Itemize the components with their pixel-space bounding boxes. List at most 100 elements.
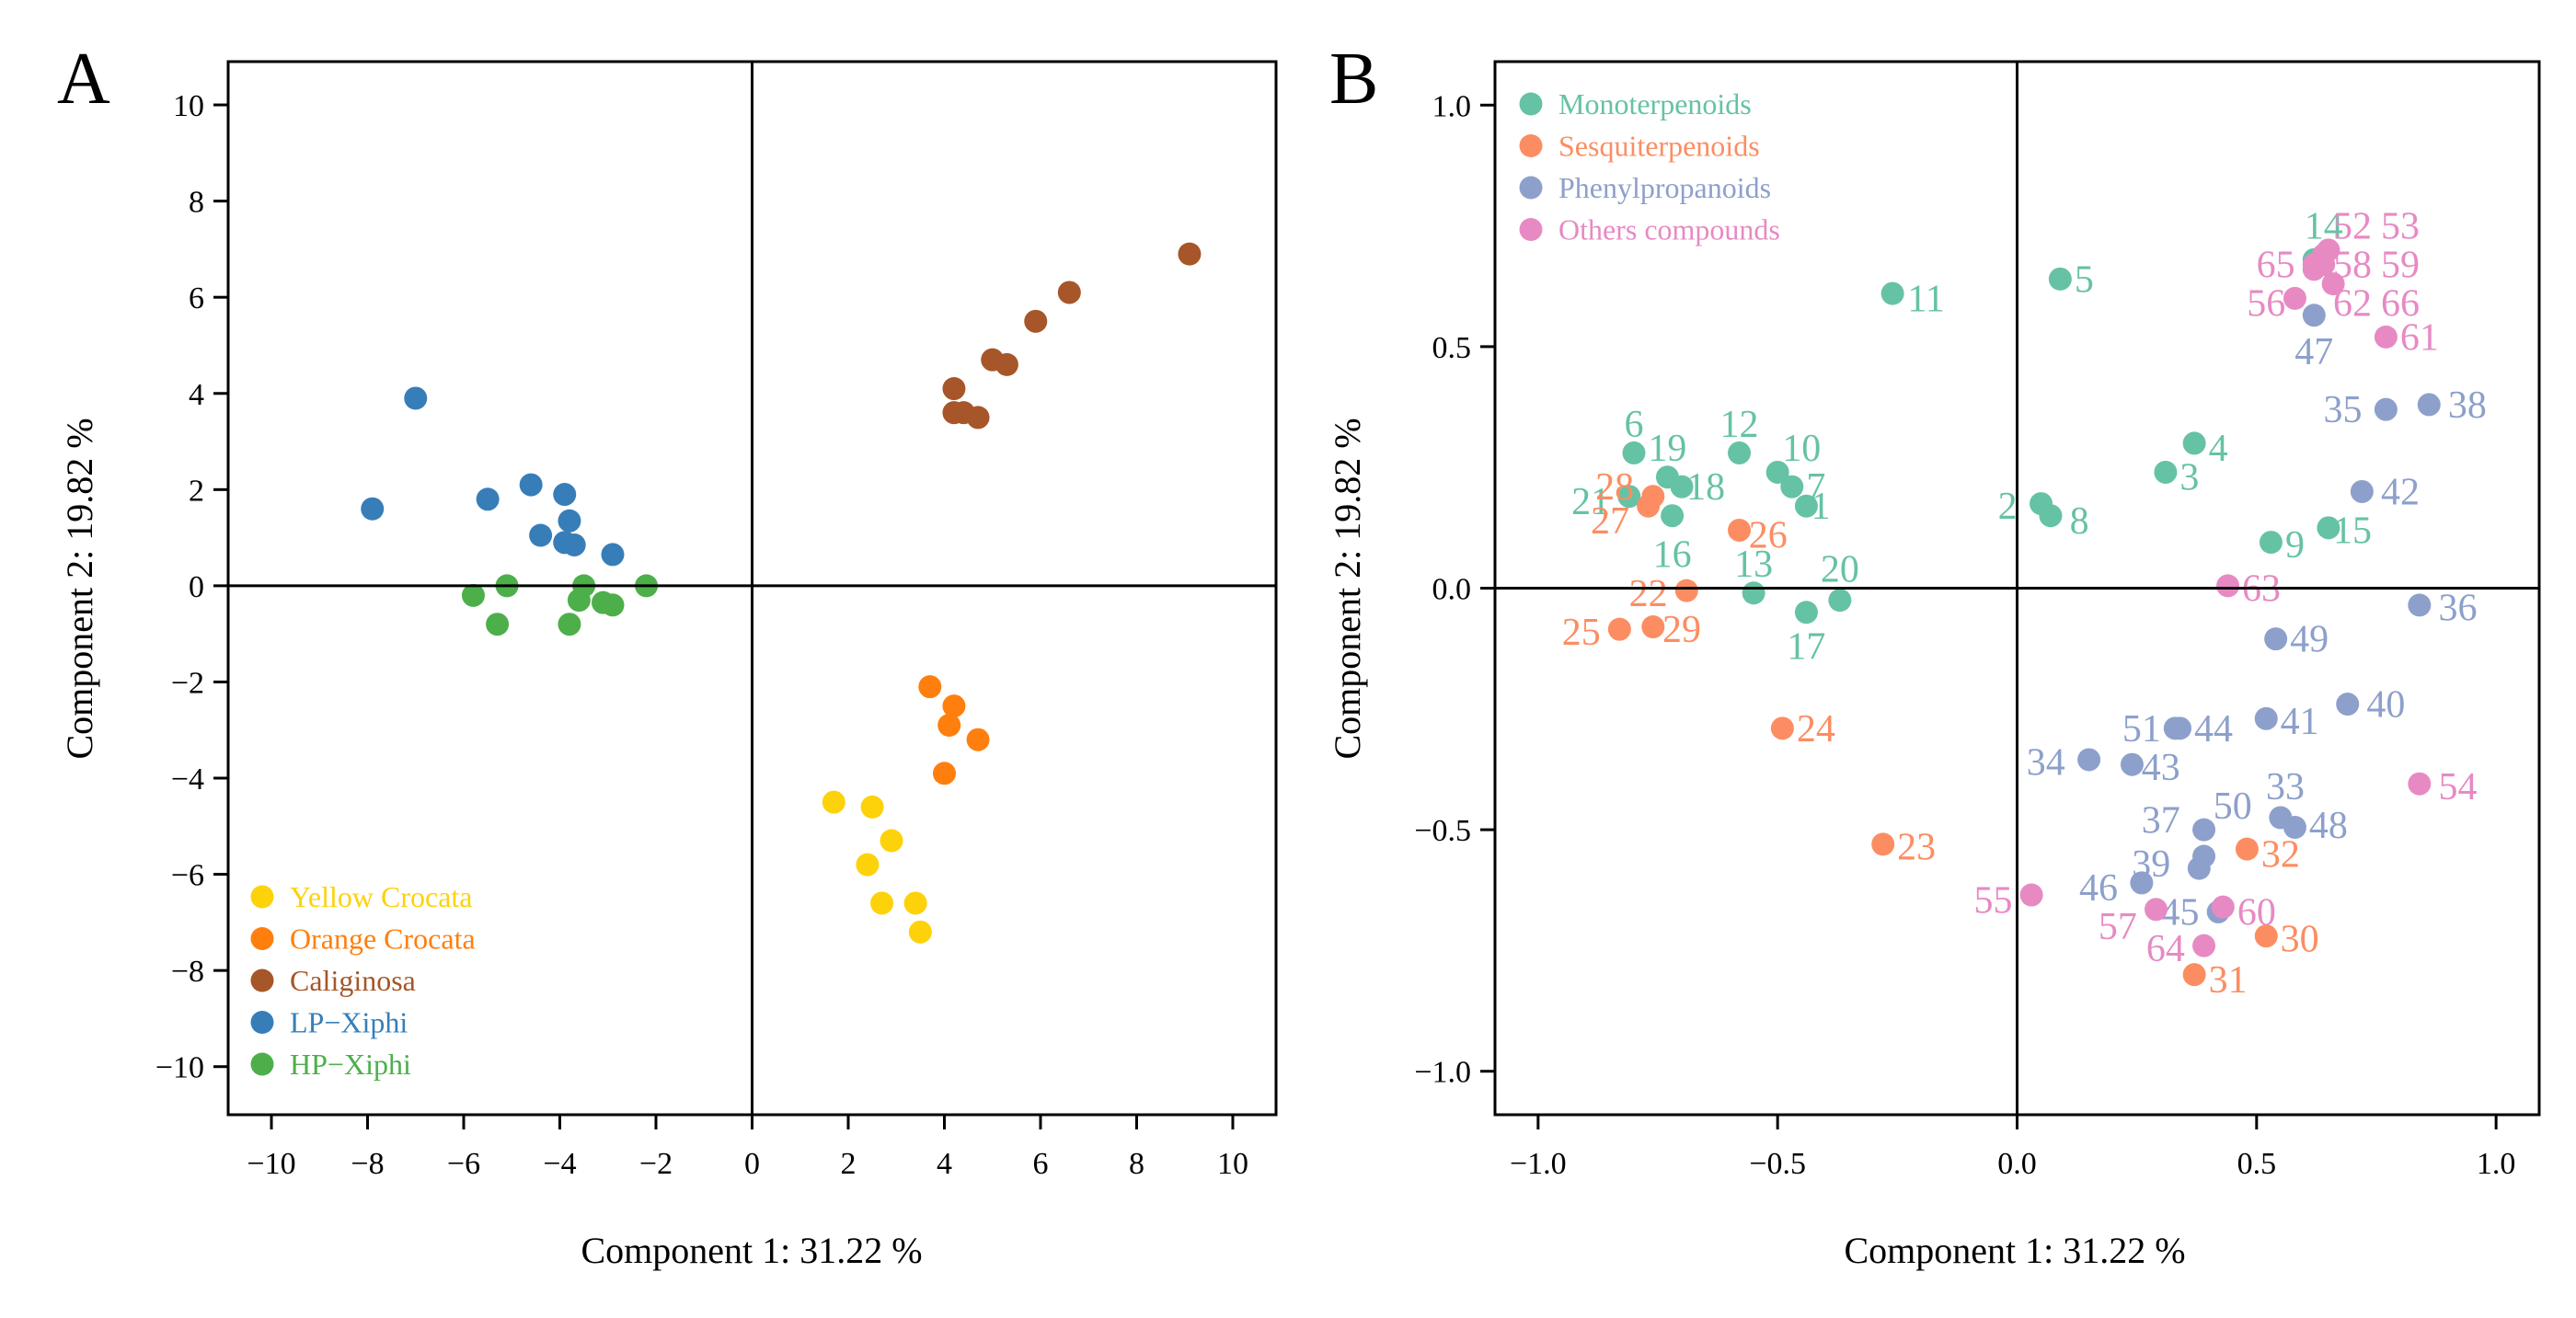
panel-b-point-label: 31 (2209, 959, 2248, 1002)
panel-b-point-label: 35 (2324, 389, 2363, 431)
panel-a-legend-marker (250, 1052, 274, 1076)
panel-b-point-label: 11 (1907, 278, 1944, 320)
panel-a-xtick-label: −4 (543, 1147, 576, 1181)
panel-a-point-caliginosa (1024, 309, 1048, 333)
panel-b-point-others-compounds (2019, 883, 2043, 907)
panel-b-point-others-compounds (2216, 574, 2240, 598)
panel-b-point-label: 32 (2261, 833, 2300, 876)
panel-a-point-yellow-crocata (860, 795, 884, 819)
panel-a-point-lp-xiphi (562, 533, 586, 556)
panel-b-point-label: 26 (1749, 515, 1788, 557)
panel-a-point-yellow-crocata (903, 891, 927, 915)
panel-b-legend-label: Others compounds (1558, 213, 1780, 246)
panel-b-point-sesquiterpenoids (2182, 963, 2206, 987)
panel-a-points (361, 242, 1202, 944)
panel-b-point-others-compounds (2144, 898, 2168, 922)
panel-b-point-label: 17 (1787, 626, 1825, 669)
panel-b: B 1 2345678910111213141516171819202122232… (1327, 39, 2541, 1271)
panel-b-point-label: 7 (1806, 466, 1825, 509)
panel-b-point-label: 52 (2333, 206, 2372, 248)
panel-b-point-label: 57 (2099, 906, 2137, 948)
panel-b-point-label: 51 (2122, 708, 2161, 751)
panel-b-point-others-compounds (2192, 934, 2216, 957)
panel-a-ytick-label: −6 (171, 859, 204, 893)
panel-a-point-yellow-crocata (908, 920, 932, 944)
panel-b-point-label: 55 (1973, 879, 2012, 922)
panel-b-legend-label: Phenylpropanoids (1558, 171, 1771, 204)
panel-b-point-label: 65 (2257, 245, 2295, 287)
panel-a-point-lp-xiphi (476, 487, 500, 511)
panel-b-point-sesquiterpenoids (1641, 485, 1665, 509)
panel-a-legend-label: LP−Xiphi (290, 1006, 408, 1039)
panel-b-ylabel: Component 2: 19.82 % (1327, 418, 1368, 759)
panel-a-ytick-label: −8 (171, 955, 204, 989)
panel-b-point-label: 21 (1571, 481, 1610, 523)
panel-a-xtick-label: 8 (1129, 1147, 1144, 1181)
panel-a-point-yellow-crocata (870, 891, 894, 915)
panel-b-point-label: 42 (2381, 471, 2420, 513)
panel-b-point-label: 61 (2400, 316, 2439, 359)
panel-a-point-lp-xiphi (558, 509, 581, 533)
panel-a-point-orange-crocata (937, 714, 961, 738)
panel-b-point-label: 24 (1797, 708, 1835, 751)
panel-b-point-label: 25 (1562, 612, 1601, 654)
panel-b-xlabel: Component 1: 31.22 % (1844, 1230, 2185, 1271)
panel-a-legend-marker (250, 885, 274, 909)
panel-a-letter: A (57, 39, 110, 120)
panel-a-point-hp-xiphi (486, 613, 510, 636)
panel-b-point-others-compounds (2211, 895, 2235, 919)
panel-a-xtick-label: −8 (351, 1147, 384, 1181)
panel-b-legend-marker (1519, 92, 1543, 116)
panel-a: A −10 −8 −6 −4 −2 0 2 4 6 8 10 10 8 6 4 2 0 −2 −4 −6 −8 −10 C… (57, 39, 1278, 1271)
panel-b-ytick-label: −0.5 (1414, 814, 1471, 848)
panel-b-point-phenylpropanoids (2264, 627, 2288, 651)
panel-b-point-label: 22 (1629, 573, 1668, 615)
panel-b-point-label: 47 (2294, 331, 2333, 373)
panel-a-point-lp-xiphi (529, 523, 553, 547)
panel-a-ytick-label: 0 (189, 570, 204, 604)
panel-b-point-label: 56 (2247, 283, 2285, 326)
panel-b-ytick-label: 1.0 (1432, 89, 1472, 123)
panel-a-point-caliginosa (966, 406, 990, 430)
panel-b-point-others-compounds (2283, 286, 2306, 310)
panel-a-point-caliginosa (1057, 281, 1081, 304)
panel-b-point-label: 48 (2309, 805, 2348, 847)
panel-b-letter: B (1329, 39, 1378, 120)
panel-b-point-label: 12 (1720, 404, 1759, 446)
panel-a-point-orange-crocata (966, 728, 990, 751)
panel-b-point-label: 50 (2214, 785, 2252, 828)
panel-b-legend-marker (1519, 176, 1543, 200)
panel-b-point-sesquiterpenoids (1641, 615, 1665, 639)
panel-b-point-label: 8 (2070, 500, 2089, 543)
panel-a-xtick-label: 10 (1217, 1147, 1248, 1181)
panel-a-point-yellow-crocata (822, 790, 845, 814)
panel-b-point-sesquiterpenoids (2254, 924, 2278, 948)
panel-a-xtick-label: 2 (840, 1147, 856, 1181)
panel-b-point-monoterpenoids (1828, 589, 1852, 613)
panel-b-point-phenylpropanoids (2254, 706, 2278, 730)
panel-a-legend: Yellow Crocata Orange Crocata Caliginosa LP… (250, 880, 476, 1081)
panel-b-point-phenylpropanoids (2163, 716, 2187, 740)
panel-b-point-label: 64 (2146, 928, 2185, 970)
panel-a-ytick-label: 2 (189, 474, 204, 508)
panel-b-point-label: 45 (2161, 891, 2200, 934)
panel-b-ytick-label: −1.0 (1414, 1056, 1471, 1090)
panel-b-point-label: 1 (1811, 486, 1831, 528)
panel-a-point-lp-xiphi (553, 483, 577, 507)
panel-a-point-lp-xiphi (361, 497, 385, 521)
panel-b-point-label: 41 (2281, 701, 2319, 743)
panel-a-axes: −10 −8 −6 −4 −2 0 2 4 6 8 10 10 8 6 4 2 0 −2 −4 −6 −8 −10 (155, 60, 1278, 1181)
panel-a-point-lp-xiphi (519, 473, 543, 497)
panel-a-ytick-label: 10 (173, 89, 204, 123)
panel-b-legend-label: Monoterpenoids (1558, 87, 1752, 120)
panel-a-xtick-label: 4 (937, 1147, 952, 1181)
panel-b-xtick-label: −0.5 (1749, 1147, 1806, 1181)
panel-b-point-monoterpenoids (2259, 531, 2283, 555)
panel-b-point-label: 36 (2438, 588, 2477, 630)
panel-a-legend-label: Yellow Crocata (290, 880, 473, 913)
panel-b-point-phenylpropanoids (2302, 304, 2326, 327)
panel-b-point-label: 49 (2290, 619, 2329, 661)
panel-b-point-monoterpenoids (1794, 601, 1818, 625)
panel-a-point-orange-crocata (932, 762, 956, 785)
